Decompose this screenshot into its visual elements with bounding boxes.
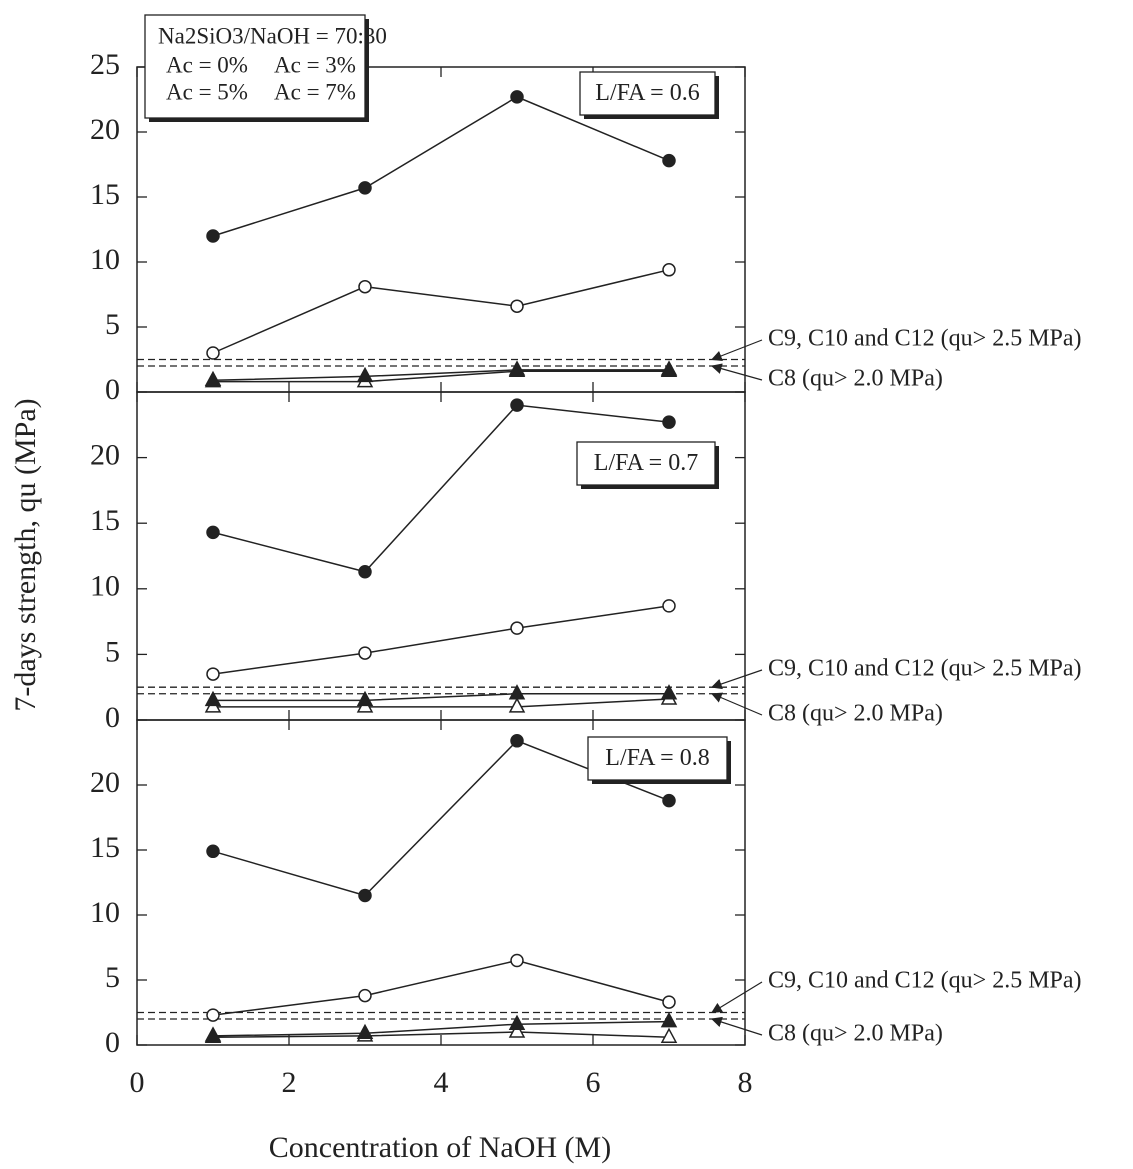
x-tick-label: 4 [434,1066,449,1099]
point-marker [359,566,371,578]
y-tick-label: 5 [105,961,120,994]
chart: 0510152025C9, C10 and C12 (qu> 2.5 MPa)C… [0,0,1133,1169]
y-tick-label: 0 [105,701,120,734]
reference-label: C8 (qu> 2.0 MPa) [768,701,943,727]
point-marker [662,362,676,375]
point-marker [207,230,219,242]
series-line [213,606,669,674]
point-marker [206,372,220,385]
point-marker [511,91,523,103]
y-tick-label: 15 [90,504,120,537]
point-marker [358,1025,372,1038]
point-marker [359,890,371,902]
reference-label: C9, C10 and C12 (qu> 2.5 MPa) [768,968,1082,994]
legend-title: Na2SiO3/NaOH = 70:30 [158,23,387,48]
point-marker [663,155,675,167]
annotation-arrow [712,1019,762,1035]
point-marker [207,1009,219,1021]
annotation-arrow [712,366,762,380]
legend-entry: Ac = 3% [274,52,356,77]
page: 0510152025C9, C10 and C12 (qu> 2.5 MPa)C… [0,0,1133,1169]
y-tick-label: 20 [90,438,120,471]
y-tick-label: 0 [105,373,120,406]
point-marker [511,735,523,747]
point-marker [207,347,219,359]
point-marker [663,996,675,1008]
annotation-arrow [712,694,762,715]
point-marker [662,1029,676,1042]
legend-entry: Ac = 0% [166,52,248,77]
point-marker [662,686,676,699]
panel-label: L/FA = 0.7 [594,450,698,476]
point-marker [663,795,675,807]
annotation-arrow [712,670,762,687]
panel-label: L/FA = 0.6 [595,80,699,106]
point-marker [510,699,524,712]
point-marker [510,1016,524,1029]
y-tick-label: 5 [105,308,120,341]
point-marker [663,264,675,276]
y-tick-label: 0 [105,1026,120,1059]
point-marker [207,845,219,857]
y-axis-label: 7-days strength, qu (MPa) [9,398,42,711]
point-marker [511,399,523,411]
y-tick-label: 20 [90,113,120,146]
point-marker [207,526,219,538]
point-marker [359,647,371,659]
point-marker [358,368,372,381]
y-tick-label: 10 [90,896,120,929]
x-tick-label: 0 [130,1066,145,1099]
panel-label: L/FA = 0.8 [605,745,709,771]
point-marker [511,300,523,312]
point-marker [359,182,371,194]
y-tick-label: 15 [90,831,120,864]
point-marker [511,955,523,967]
series-line [213,270,669,353]
annotation-arrow [712,982,762,1013]
y-tick-label: 20 [90,766,120,799]
x-tick-label: 2 [282,1066,297,1099]
point-marker [510,362,524,375]
point-marker [663,600,675,612]
x-axis-label: Concentration of NaOH (M) [269,1131,611,1164]
y-tick-label: 25 [90,48,120,81]
y-tick-label: 10 [90,570,120,603]
reference-label: C9, C10 and C12 (qu> 2.5 MPa) [768,326,1082,352]
annotation-arrow [712,340,762,360]
y-tick-label: 5 [105,635,120,668]
x-tick-label: 8 [738,1066,753,1099]
legend-entry: Ac = 5% [166,79,248,104]
reference-label: C8 (qu> 2.0 MPa) [768,366,943,392]
y-tick-label: 15 [90,178,120,211]
reference-label: C8 (qu> 2.0 MPa) [768,1021,943,1047]
plot-frame [137,392,745,720]
series-line [213,961,669,1016]
point-marker [359,990,371,1002]
y-tick-label: 10 [90,243,120,276]
legend-entry: Ac = 7% [274,79,356,104]
point-marker [663,416,675,428]
point-marker [359,281,371,293]
x-tick-label: 6 [586,1066,601,1099]
series-line [213,694,669,701]
point-marker [511,622,523,634]
point-marker [662,1014,676,1027]
point-marker [207,668,219,680]
point-marker [206,1028,220,1041]
reference-label: C9, C10 and C12 (qu> 2.5 MPa) [768,656,1082,682]
